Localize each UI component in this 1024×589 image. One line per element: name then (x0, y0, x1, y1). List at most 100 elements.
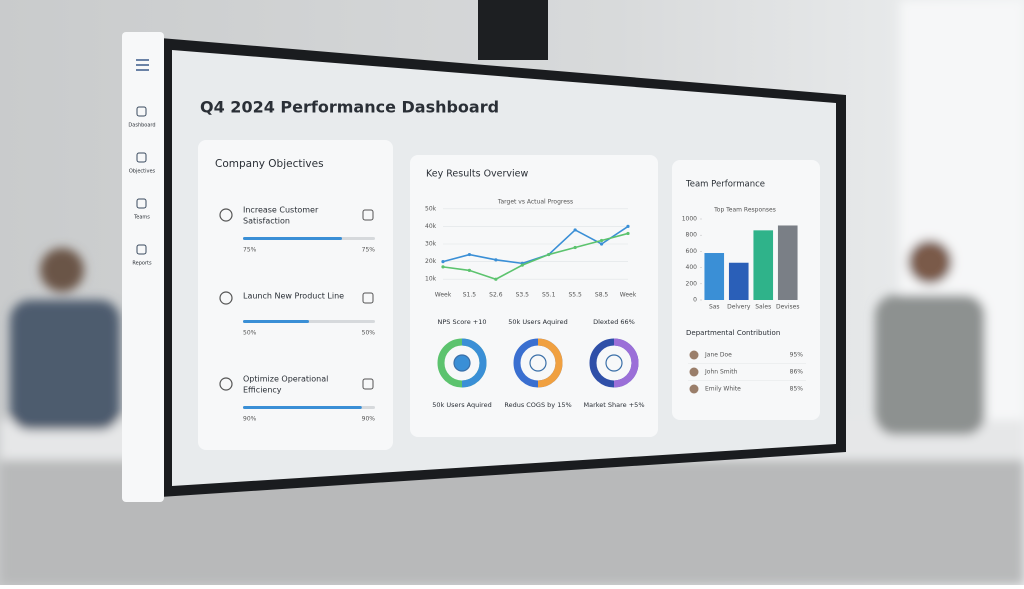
progress-label: 75% (362, 247, 376, 254)
donut-icon (529, 354, 547, 372)
bar (728, 262, 749, 300)
avatar (689, 384, 699, 394)
x-tick-label: Delvery (727, 304, 751, 311)
y-tick-label: 600 (686, 248, 698, 255)
nav-label[interactable]: Objectives (129, 169, 156, 175)
x-tick-label: S5.1 (542, 292, 556, 299)
progress-bar (243, 237, 342, 240)
card-title: Key Results Overview (426, 169, 529, 180)
x-tick-label: Devises (776, 304, 799, 311)
donut-arc (537, 338, 563, 388)
member-name: Jane Doe (704, 352, 732, 359)
progress-bar (243, 320, 309, 323)
objective-name: Efficiency (243, 386, 282, 395)
point (626, 231, 630, 236)
member-name: Emily White (705, 386, 741, 393)
x-tick-label: Sas (709, 304, 720, 311)
nav-icon[interactable] (136, 198, 147, 209)
objective-name: Increase Customer (243, 206, 319, 215)
point (467, 268, 472, 272)
point (573, 228, 577, 232)
y-tick-label: 400 (686, 264, 698, 271)
objectives-card (198, 140, 393, 450)
nav-label[interactable]: Dashboard (128, 123, 155, 129)
progress-label: 50% (243, 330, 257, 337)
point (441, 260, 445, 264)
member-name: John Smith (704, 369, 738, 376)
progress-label: 90% (243, 416, 257, 423)
metric-label: 50k Users Aquired (508, 318, 567, 326)
x-tick-label: S1.5 (463, 292, 477, 299)
page-title: Q4 2024 Performance Dashboard (200, 98, 499, 117)
chart-title: Top Team Responses (713, 207, 776, 214)
member-share: 85% (790, 386, 804, 393)
chart-title: Target vs Actual Progress (497, 199, 573, 206)
objective-name: Satisfaction (243, 217, 290, 226)
menu-icon[interactable] (136, 59, 149, 71)
nav-icon[interactable] (136, 244, 147, 255)
metric-label: NPS Score +10 (438, 318, 487, 326)
metric-caption: Redus COGS by 15% (504, 401, 571, 409)
y-tick-label: 200 (686, 280, 698, 287)
objective-icon (219, 377, 233, 391)
bar (704, 253, 725, 300)
y-tick-label: 800 (686, 232, 698, 239)
point (494, 277, 498, 281)
series-line (442, 232, 629, 281)
point (573, 245, 577, 250)
y-tick-label: 0 (693, 297, 697, 304)
donut-icon (605, 354, 623, 372)
mount-pole (478, 0, 548, 60)
progress-label: 50% (362, 330, 376, 337)
metric-caption: Market Share +5% (584, 401, 645, 409)
nav-label[interactable]: Teams (133, 215, 150, 221)
objective-action[interactable] (362, 378, 374, 390)
y-tick-label: 20k (425, 258, 437, 265)
objective-action[interactable] (362, 292, 374, 304)
point (441, 265, 445, 269)
progress-bar (243, 406, 362, 409)
sidebar (122, 32, 164, 502)
y-tick-label: 30k (425, 241, 437, 248)
y-tick-label: 50k (425, 205, 437, 212)
objective-icon (219, 208, 233, 222)
x-tick-label: S2.6 (489, 292, 503, 299)
x-tick-label: S5.5 (568, 292, 582, 299)
metric-label: Dlexted 66% (593, 318, 635, 326)
point (520, 263, 524, 267)
y-tick-label: 1000 (682, 216, 697, 223)
x-tick-label: S8.5 (595, 292, 609, 299)
y-tick-label: 40k (425, 223, 437, 230)
card-title: Team Performance (685, 180, 765, 190)
point (494, 258, 498, 262)
section-title: Departmental Contribution (686, 329, 780, 337)
x-tick-label: S3.5 (516, 292, 530, 299)
donut-icon (453, 354, 471, 372)
avatar (689, 367, 699, 377)
y-tick-label: 10k (425, 276, 437, 283)
avatar (689, 350, 699, 360)
bar (777, 225, 798, 300)
progress-label: 90% (362, 416, 376, 423)
point (599, 238, 604, 243)
member-share: 95% (790, 352, 804, 359)
member-share: 86% (790, 369, 804, 376)
nav-icon[interactable] (136, 152, 147, 163)
x-tick-label: Week (620, 292, 637, 299)
point (547, 252, 551, 257)
x-tick-label: Week (435, 292, 452, 299)
x-tick-label: Sales (755, 304, 771, 311)
progress-label: 75% (243, 247, 257, 254)
objective-icon (219, 291, 233, 305)
donut-arc (461, 338, 487, 388)
nav-label[interactable]: Reports (132, 261, 152, 267)
nav-icon[interactable] (136, 106, 147, 117)
point (626, 224, 630, 228)
point (467, 252, 472, 257)
point (599, 242, 604, 246)
objective-action[interactable] (362, 209, 374, 221)
objective-name: Optimize Operational (243, 375, 328, 384)
